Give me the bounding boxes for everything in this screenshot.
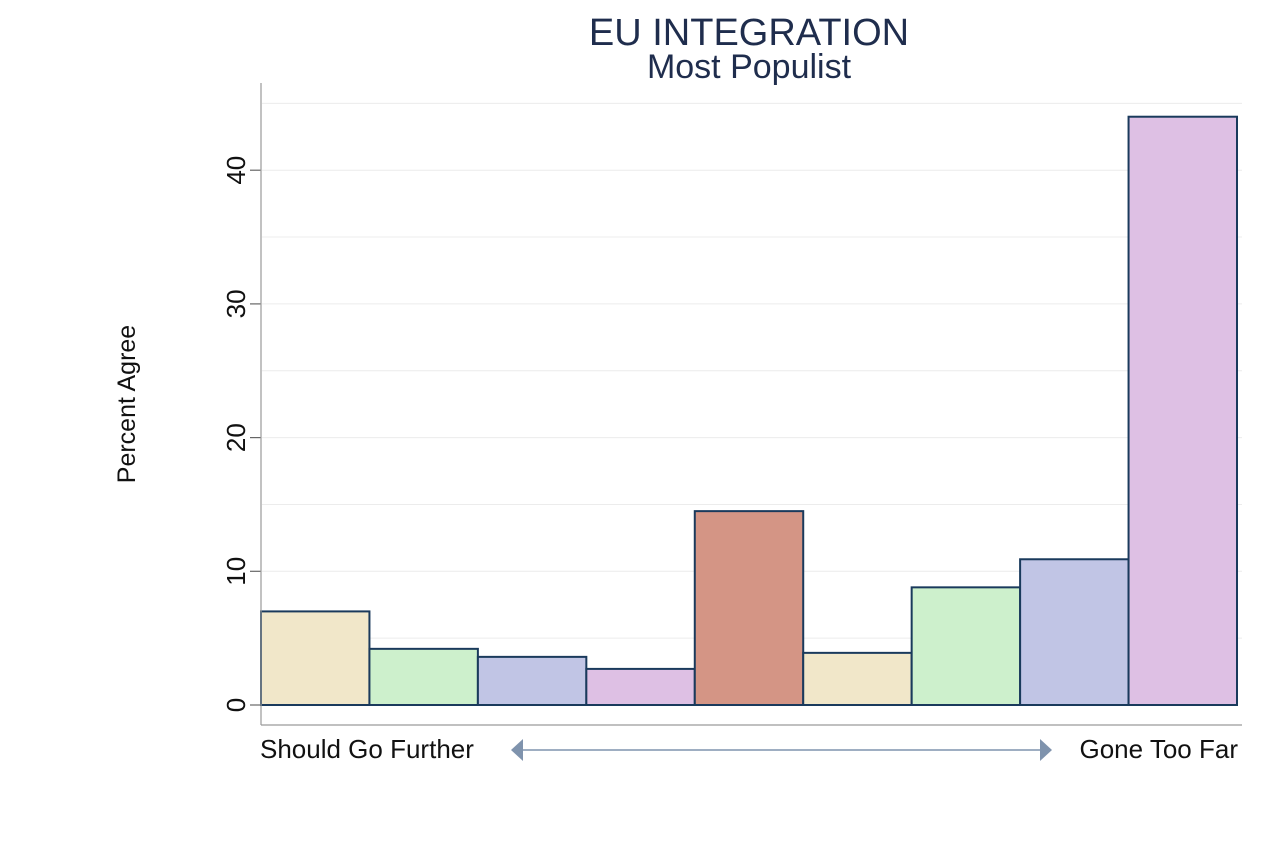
chart-subtitle: Most Populist [647,48,852,86]
y-tick-label: 20 [221,423,251,452]
chart-title: EU INTEGRATION [589,12,909,54]
bar-4 [693,510,805,707]
y-tick-label: 30 [221,289,251,318]
bar-2 [476,655,588,706]
bar-6 [910,586,1022,706]
scale-left-label: Should Go Further [260,734,474,764]
y-tick-label: 0 [221,698,251,712]
y-tick-label: 40 [221,156,251,185]
arrow-left-head-icon [511,739,523,761]
scale-right-label: Gone Too Far [1079,734,1238,764]
bar-7 [1019,558,1130,707]
bars [260,115,1238,707]
y-axis-ticks: 0 10 20 30 40 [221,156,261,712]
bar-0 [260,610,371,706]
bar-3 [585,667,696,706]
y-tick-label: 10 [221,557,251,586]
arrow-right-head-icon [1040,739,1052,761]
bar-5 [802,651,913,706]
bar-1 [368,647,479,707]
bar-8 [1127,115,1238,707]
y-axis-title: Percent Agree [113,325,141,483]
scale-arrow [511,739,1052,761]
